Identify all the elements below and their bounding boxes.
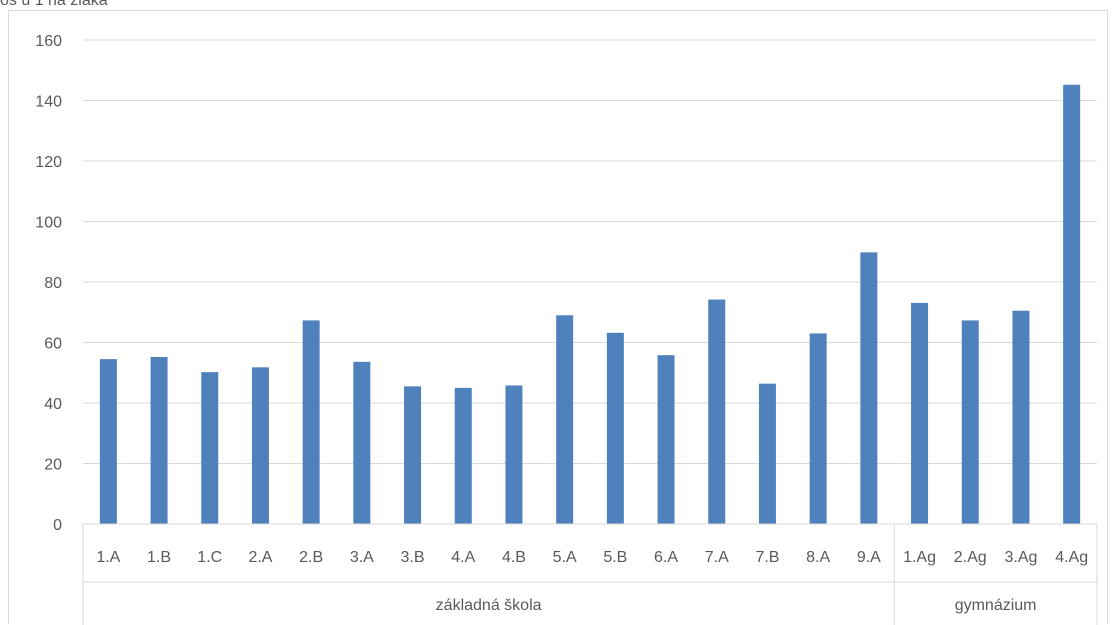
- bar-2.Ag: [961, 320, 979, 524]
- bar-2.A: [251, 367, 269, 524]
- y-tick-label: 20: [44, 457, 62, 474]
- y-tick-label: 0: [53, 517, 62, 534]
- group-label: gymnázium: [955, 597, 1037, 614]
- x-tick-label: 7.A: [705, 549, 729, 566]
- bar-3.B: [404, 386, 422, 524]
- bar-5.A: [556, 315, 574, 524]
- x-tick-label: 4.B: [502, 549, 526, 566]
- bar-5.B: [606, 332, 624, 524]
- y-tick-label: 100: [35, 215, 62, 232]
- x-tick-label: 3.Ag: [1004, 549, 1037, 566]
- y-tick-label: 60: [44, 336, 62, 353]
- group-label: základná škola: [436, 597, 542, 614]
- x-tick-label: 1.Ag: [903, 549, 936, 566]
- bar-1.Ag: [911, 302, 929, 524]
- x-tick-label: 8.A: [806, 549, 830, 566]
- x-tick-label: 3.B: [401, 549, 425, 566]
- x-tick-label: 1.B: [147, 549, 171, 566]
- bar-7.A: [708, 299, 726, 524]
- bar-7.B: [758, 383, 776, 524]
- x-tick-label: 4.Ag: [1055, 549, 1088, 566]
- bar-1.C: [201, 372, 219, 524]
- bar-2.B: [302, 320, 320, 524]
- y-tick-label: 140: [35, 94, 62, 111]
- x-tick-label: 5.B: [603, 549, 627, 566]
- x-tick-label: 3.A: [350, 549, 374, 566]
- bar-4.A: [454, 387, 472, 524]
- x-tick-label: 1.A: [96, 549, 120, 566]
- bar-4.B: [505, 385, 523, 524]
- y-tick-label: 120: [35, 154, 62, 171]
- bar-1.B: [150, 357, 168, 524]
- bar-9.A: [860, 252, 878, 525]
- y-tick-label: 160: [35, 33, 62, 50]
- bar-1.A: [99, 359, 117, 524]
- bar-6.A: [657, 355, 675, 524]
- x-tick-label: 9.A: [857, 549, 881, 566]
- chart-title: os u 1 na žiaka: [0, 0, 108, 9]
- x-tick-label: 2.Ag: [954, 549, 987, 566]
- x-tick-label: 5.A: [553, 549, 577, 566]
- chart-frame: [8, 10, 1108, 624]
- bar-4.Ag: [1063, 84, 1081, 525]
- x-tick-label: 1.C: [197, 549, 222, 566]
- y-tick-label: 40: [44, 396, 62, 413]
- bar-8.A: [809, 333, 827, 524]
- x-tick-label: 2.A: [248, 549, 272, 566]
- x-tick-label: 7.B: [755, 549, 779, 566]
- bar-3.Ag: [1012, 310, 1030, 524]
- x-tick-label: 4.A: [451, 549, 475, 566]
- x-tick-label: 2.B: [299, 549, 323, 566]
- bar-3.A: [353, 361, 371, 524]
- y-tick-label: 80: [44, 275, 62, 292]
- x-tick-label: 6.A: [654, 549, 678, 566]
